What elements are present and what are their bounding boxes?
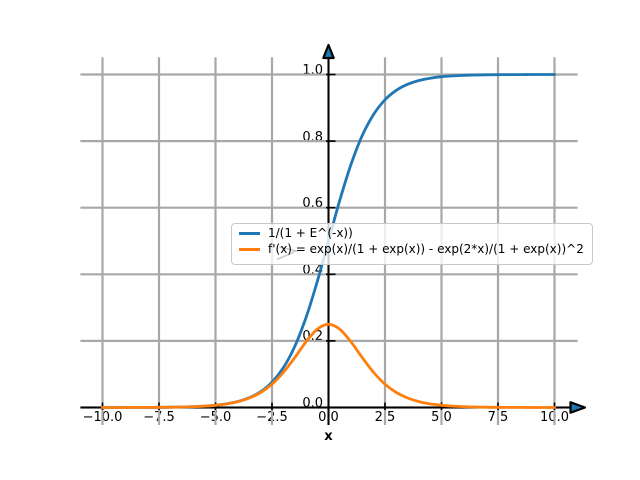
y-tick-label: 0.6 xyxy=(302,196,323,212)
x-tick-label: 7.5 xyxy=(487,409,509,425)
x-tick-label: −10.0 xyxy=(82,409,123,425)
x-axis-label: x xyxy=(324,429,333,444)
x-tick-label: −5.0 xyxy=(199,409,232,425)
legend-label-derivative: f'(x) = exp(x)/(1 + exp(x)) - exp(2*x)/(… xyxy=(268,242,584,257)
legend-item: 1/(1 + E^(-x)) xyxy=(239,225,584,241)
x-tick-label: 10.0 xyxy=(540,409,569,425)
x-tick-label: −7.5 xyxy=(143,409,175,425)
legend-swatch-derivative xyxy=(239,247,260,251)
x-tick-label: 2.5 xyxy=(374,409,396,425)
x-tick-label: 0.0 xyxy=(318,409,339,425)
y-tick-label: 0.4 xyxy=(302,262,323,278)
y-tick-label: 1.0 xyxy=(302,63,323,78)
x-tick-label: −2.5 xyxy=(256,409,288,425)
x-tick-label: 5.0 xyxy=(431,409,452,425)
legend-label-sigmoid: 1/(1 + E^(-x)) xyxy=(268,226,353,241)
legend: 1/(1 + E^(-x)) f'(x) = exp(x)/(1 + exp(x… xyxy=(231,223,593,266)
y-tick-label: 0.2 xyxy=(302,329,323,345)
legend-item: f'(x) = exp(x)/(1 + exp(x)) - exp(2*x)/(… xyxy=(239,241,584,257)
y-tick-label: 0.8 xyxy=(302,129,323,145)
y-tick-label: 0.0 xyxy=(302,396,323,411)
legend-swatch-sigmoid xyxy=(239,231,260,235)
